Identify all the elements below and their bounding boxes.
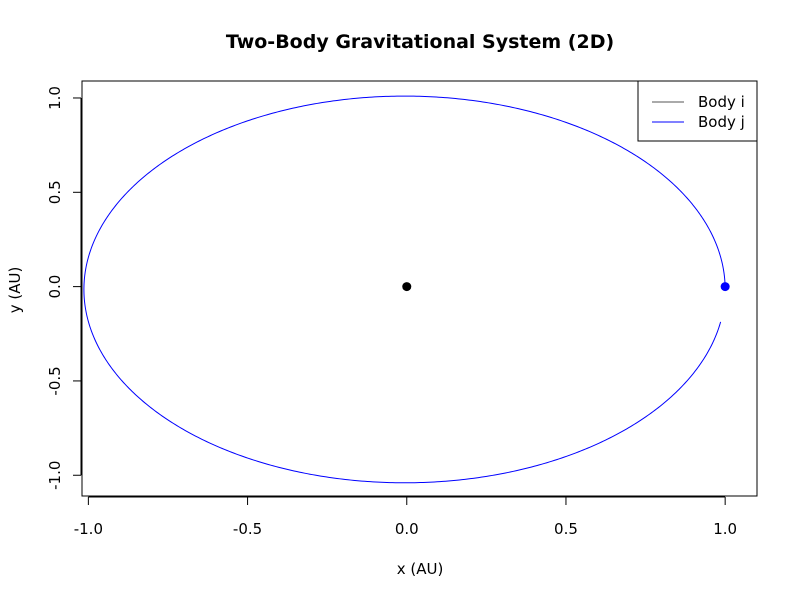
y-tick-label: -0.5	[46, 366, 64, 395]
plot-frame	[81, 80, 758, 497]
y-tick-label: 1.0	[46, 86, 64, 110]
body-j-point	[720, 282, 730, 292]
legend: Body i Body j	[637, 80, 758, 142]
y-axis: -1.0 -0.5 0.0 0.5 1.0	[46, 86, 82, 490]
y-tick-label: 0.5	[46, 180, 64, 204]
chart-title: Two-Body Gravitational System (2D)	[226, 31, 614, 53]
legend-box	[637, 80, 758, 142]
x-tick-label: 0.5	[554, 520, 578, 538]
body-j-orbit-line	[83, 95, 726, 484]
x-axis: -1.0 -0.5 0.0 0.5 1.0	[74, 496, 737, 538]
legend-label-body-i: Body i	[698, 93, 745, 111]
x-tick-label: 1.0	[713, 520, 737, 538]
x-tick-label: -1.0	[74, 520, 103, 538]
y-tick-label: -1.0	[46, 461, 64, 490]
y-tick-label: 0.0	[46, 275, 64, 299]
y-axis-label: y (AU)	[6, 267, 24, 314]
plot-area	[83, 95, 730, 484]
legend-label-body-j: Body j	[698, 113, 745, 131]
x-axis-label: x (AU)	[397, 560, 444, 578]
x-tick-label: 0.0	[395, 520, 419, 538]
body-i-point	[402, 282, 412, 292]
x-tick-label: -0.5	[233, 520, 262, 538]
